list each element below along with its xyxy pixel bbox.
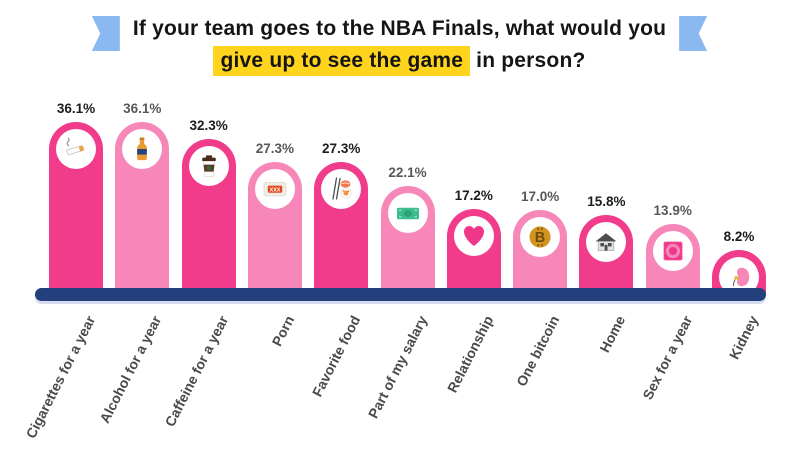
bar: [49, 122, 103, 295]
right-ribbon-icon: [679, 16, 708, 51]
svg-text:B: B: [535, 230, 545, 246]
title-line-2-rest: in person?: [470, 49, 586, 72]
bar: [446, 209, 501, 295]
bar-value-label: 32.3%: [189, 118, 228, 133]
bar-icon-circle: [453, 216, 494, 256]
bar-column: 27.3%: [314, 141, 369, 295]
axis-baseline: [35, 288, 766, 301]
bar: [645, 224, 700, 295]
bar-value-label: 17.2%: [454, 188, 493, 203]
house-icon: [595, 233, 617, 251]
left-ribbon-icon: [91, 16, 120, 51]
svg-text:XXX: XXX: [269, 187, 280, 193]
cigarette-icon: [66, 137, 85, 156]
porn-browser-icon: XXX: [263, 182, 287, 197]
bar-value-label: 27.3%: [322, 141, 361, 156]
kidney-icon: [732, 267, 750, 287]
bar-value-label: 27.3%: [255, 141, 295, 156]
coffee-cup-icon: [201, 155, 216, 177]
title-highlight: give up to see the game: [213, 46, 471, 76]
bar: [314, 162, 369, 295]
bar-icon-circle: [321, 169, 362, 209]
bar: XXX: [247, 162, 302, 295]
bar-column: 32.3%: [181, 118, 236, 295]
title-line-2: give up to see the game in person?: [133, 46, 666, 76]
bar-column: 17.0% B: [513, 189, 568, 295]
heart-icon: [463, 226, 484, 246]
bar-value-label: 36.1%: [56, 101, 96, 116]
bar-value-label: 22.1%: [388, 165, 427, 180]
bar-column: 36.1%: [49, 101, 103, 295]
bar-column: 8.2%: [712, 229, 766, 297]
bar-value-label: 36.1%: [123, 101, 162, 116]
bar-column: 22.1%: [380, 165, 435, 295]
bar: [181, 139, 236, 295]
bar-icon-circle: [652, 231, 693, 271]
bar-icon-circle: [387, 193, 428, 233]
bar-icon-circle: [188, 146, 229, 186]
bar: [115, 122, 170, 295]
bar-icon-circle: XXX: [254, 169, 295, 209]
title-line-1: If your team goes to the NBA Finals, wha…: [132, 17, 667, 40]
bar-column: 17.2%: [446, 188, 501, 295]
bar-icon-circle: B: [520, 217, 561, 257]
money-bill-icon: [396, 207, 419, 220]
title-text: If your team goes to the NBA Finals, wha…: [132, 14, 667, 76]
beer-bottle-icon: [137, 137, 148, 161]
bar-icon-circle: [122, 129, 163, 169]
bar-column: 15.8%: [579, 194, 634, 295]
bar-column: 27.3% XXX: [247, 141, 302, 295]
bar: [380, 186, 435, 295]
bar-column: 13.9%: [645, 203, 700, 295]
bar-value-label: 8.2%: [723, 229, 755, 244]
bar-icon-circle: [56, 129, 96, 169]
sushi-icon: [332, 177, 352, 200]
bar-icon-circle: [586, 222, 627, 262]
bar-value-label: 15.8%: [587, 194, 626, 209]
chart-title: If your team goes to the NBA Finals, wha…: [0, 14, 799, 76]
bar: [579, 215, 634, 295]
bar-value-label: 17.0%: [520, 189, 560, 204]
bar-column: 36.1%: [115, 101, 170, 295]
bar: B: [513, 210, 568, 295]
bitcoin-icon: B: [529, 226, 551, 248]
bar-value-label: 13.9%: [653, 203, 692, 218]
condom-icon: [662, 241, 683, 261]
